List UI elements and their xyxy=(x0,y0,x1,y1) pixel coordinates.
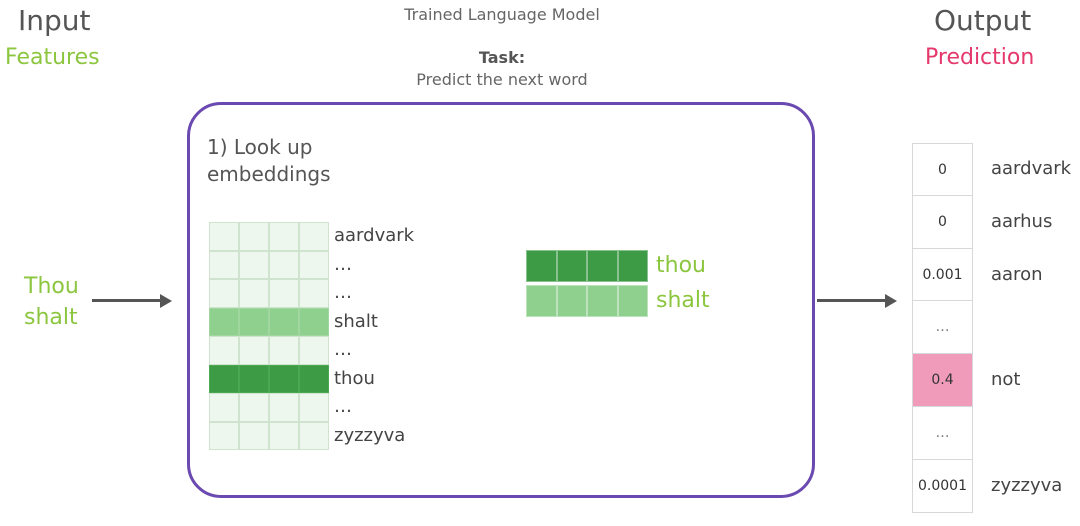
input-arrow-line xyxy=(92,299,162,302)
input-word: Thou xyxy=(24,274,79,299)
output-arrow-head xyxy=(885,294,897,308)
selected-embedding-shalt xyxy=(526,285,648,317)
output-value: 0.0001 xyxy=(912,459,973,513)
step-label-line1: 1) Look up xyxy=(207,135,313,159)
task-label: Task: xyxy=(478,48,526,67)
embedding-row xyxy=(209,222,329,251)
model-box xyxy=(187,102,815,498)
embedding-matrix xyxy=(209,222,329,450)
selected-word: shalt xyxy=(656,288,710,313)
output-value: 0 xyxy=(912,143,973,196)
embedding-row xyxy=(209,336,329,365)
output-value: 0 xyxy=(912,195,973,249)
output-arrow-line xyxy=(817,299,887,302)
output-vocab: aardvark aarhus aaron not zyzzyva xyxy=(991,143,1071,513)
step-label-line2: embeddings xyxy=(207,162,331,186)
input-words: Thou shalt xyxy=(24,271,79,333)
selected-word: thou xyxy=(656,253,706,278)
embedding-row xyxy=(209,393,329,422)
embedding-row xyxy=(209,279,329,308)
step-label: 1) Look up embeddings xyxy=(207,134,407,188)
output-word xyxy=(991,301,1071,354)
selected-words: thou shalt xyxy=(656,250,710,317)
output-word: aaron xyxy=(991,263,1043,285)
output-value-highlighted: 0.4 xyxy=(912,354,973,407)
task-text: Predict the next word xyxy=(416,70,588,89)
vocab-word: … xyxy=(334,396,352,417)
output-word: not xyxy=(991,369,1021,391)
input-arrow-head xyxy=(160,294,172,308)
output-title: Output xyxy=(934,4,1032,37)
output-subtitle: Prediction xyxy=(925,45,1035,70)
input-title: Input xyxy=(18,4,91,37)
vocab-word: zyzzyva xyxy=(334,424,406,446)
vocab-word: … xyxy=(334,282,352,303)
embedding-row xyxy=(209,250,329,279)
vocab-word: aardvark xyxy=(334,225,415,246)
output-word: zyzzyva xyxy=(991,474,1063,496)
output-word xyxy=(991,407,1071,460)
input-word: shalt xyxy=(24,305,78,330)
input-subtitle: Features xyxy=(5,45,100,70)
vocab-word: shalt xyxy=(334,310,378,332)
vocab-labels: aardvark … … shalt … thou … zyzzyva xyxy=(334,222,414,450)
embedding-row xyxy=(209,364,329,393)
output-probabilities: 0 0 0.001… 0.4… 0.0001 xyxy=(912,143,973,513)
embedding-row xyxy=(209,421,329,450)
output-value: … xyxy=(912,301,973,355)
vocab-word: thou xyxy=(334,367,375,389)
output-value: 0.001 xyxy=(912,248,973,302)
output-word: aarhus xyxy=(991,210,1053,232)
model-title: Trained Language Model xyxy=(404,5,600,24)
embedding-row xyxy=(209,307,329,336)
selected-embeddings xyxy=(526,250,648,317)
output-word: aardvark xyxy=(991,158,1072,179)
output-value: … xyxy=(912,406,973,460)
vocab-word: … xyxy=(334,339,352,360)
vocab-word: … xyxy=(334,253,352,275)
selected-embedding-thou xyxy=(526,250,648,282)
